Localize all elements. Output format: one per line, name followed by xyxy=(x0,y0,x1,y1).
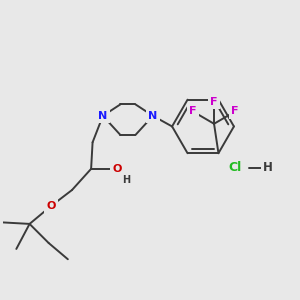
Text: N: N xyxy=(148,111,158,121)
Text: O: O xyxy=(46,201,56,211)
Text: F: F xyxy=(210,97,218,107)
Text: N: N xyxy=(98,111,107,121)
Text: F: F xyxy=(189,106,196,116)
Text: O: O xyxy=(113,164,122,174)
Text: H: H xyxy=(122,175,130,185)
Text: F: F xyxy=(232,106,239,116)
Text: Cl: Cl xyxy=(229,161,242,174)
Text: H: H xyxy=(263,161,273,174)
